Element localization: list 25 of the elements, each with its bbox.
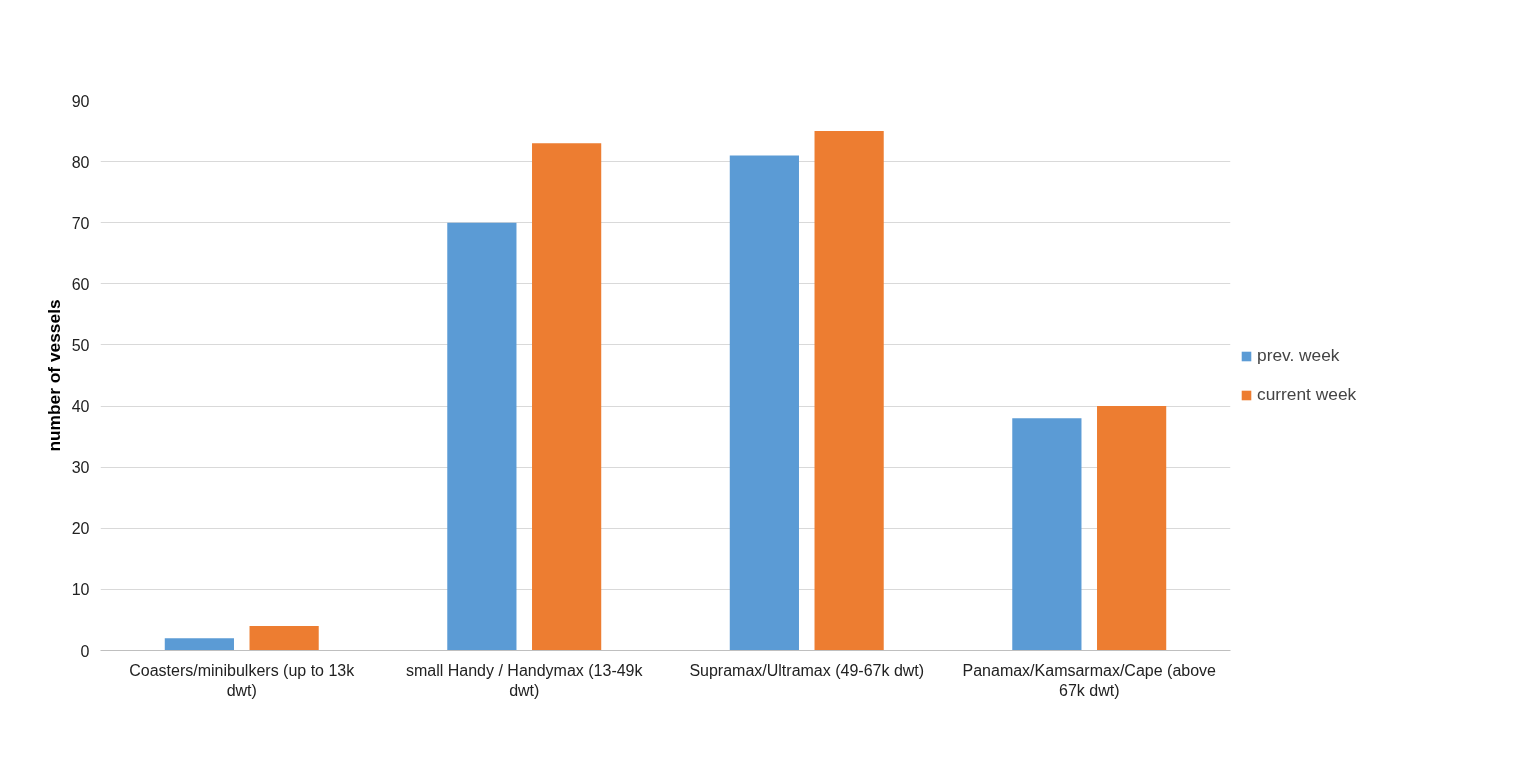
y-tick-label: 20 bbox=[71, 520, 90, 538]
bar bbox=[249, 626, 319, 651]
x-tick-label: small Handy / Handymax (13-49k dwt) bbox=[405, 661, 644, 699]
x-tick-label: Supramax/Ultramax (49-67k dwt) bbox=[689, 661, 925, 679]
bar bbox=[1097, 406, 1167, 651]
x-tick-label: Panamax/Kamsarmax/Cape (above 67k dwt) bbox=[962, 661, 1217, 699]
y-tick-label: 40 bbox=[71, 398, 90, 416]
bar bbox=[729, 155, 799, 651]
y-tick-label: 70 bbox=[71, 214, 90, 232]
legend-label: current week bbox=[1257, 384, 1357, 405]
y-tick-label: 50 bbox=[71, 336, 90, 354]
bar bbox=[532, 143, 602, 651]
y-axis-title: number of vessels bbox=[43, 299, 64, 452]
bar bbox=[447, 222, 517, 651]
y-tick-label: 60 bbox=[71, 275, 90, 293]
bar bbox=[814, 131, 884, 651]
y-tick-label: 10 bbox=[71, 581, 90, 599]
y-tick-label: 30 bbox=[71, 459, 90, 477]
bar bbox=[164, 638, 234, 651]
x-tick-label: Coasters/minibulkers (up to 13k dwt) bbox=[129, 661, 356, 699]
y-tick-label: 0 bbox=[80, 642, 90, 660]
bar bbox=[1012, 418, 1082, 651]
y-tick-label: 90 bbox=[71, 92, 90, 110]
legend-label: prev. week bbox=[1257, 345, 1340, 366]
y-tick-label: 80 bbox=[71, 153, 90, 171]
